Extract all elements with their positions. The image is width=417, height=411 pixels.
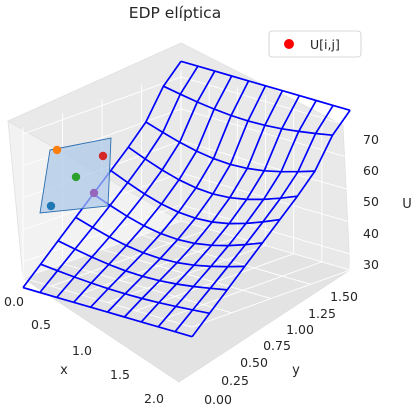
grid-point (46, 201, 56, 211)
legend-marker (284, 39, 294, 49)
surface-wireframe (22, 60, 351, 338)
y-axis-label: y (292, 363, 300, 378)
z-tick-label: 60 (363, 163, 379, 178)
grid-point (71, 172, 81, 182)
wire-line-x (163, 85, 333, 137)
wire-line-y (123, 90, 284, 318)
wire-line-x (110, 169, 280, 225)
x-axis-label: x (60, 363, 68, 378)
wire-line-y (140, 95, 301, 323)
grid-point (98, 151, 108, 161)
y-tick-label: 1.25 (308, 306, 336, 321)
legend-label: U[i,j] (310, 37, 340, 52)
y-tick-label: 0.50 (240, 355, 268, 370)
wire-line-y (89, 80, 250, 308)
wire-line-y (39, 65, 199, 294)
z-tick-label: 70 (363, 132, 379, 147)
y-tick-label: 1.50 (330, 289, 358, 304)
wire-line-x (92, 193, 263, 247)
wire-line-y (106, 85, 267, 313)
z-tick-label: 40 (363, 226, 379, 241)
z-axis-label: U (402, 197, 412, 212)
wire-line-x (22, 286, 193, 338)
chart-title: EDP elíptica (129, 4, 221, 22)
wire-line-x (127, 146, 298, 201)
x-tick-label: 0.0 (4, 294, 24, 309)
wire-line-x (180, 60, 351, 112)
z-tick-label: 30 (363, 257, 379, 272)
grid-line-y (51, 228, 210, 287)
x-tick-label: 2.0 (144, 391, 164, 406)
wire-line-y (191, 109, 351, 338)
wire-line-y (56, 70, 216, 298)
wire-line-x (40, 263, 210, 315)
grid-line-z (22, 76, 351, 135)
grid-point (89, 188, 99, 198)
legend: U[i,j] (268, 30, 362, 58)
wire-line-x (57, 240, 228, 291)
grid-point (52, 145, 62, 155)
y-tick-label: 0.00 (204, 392, 232, 407)
x-tick-label: 0.5 (31, 317, 51, 332)
wire-line-y (157, 100, 317, 328)
y-tick-label: 0.25 (221, 373, 249, 388)
x-tick-label: 1.0 (72, 343, 92, 358)
grid-line-y (191, 269, 351, 328)
x-tick-label: 1.5 (110, 367, 130, 382)
y-tick-label: 1.00 (286, 322, 314, 337)
wire-line-x (145, 121, 315, 173)
grid-points (46, 145, 108, 211)
axis-ticks: 0.0 0.5 1.0 1.5 2.0 0.00 0.25 0.50 0.751.001.25 1… (4, 132, 379, 407)
wire-line-x (75, 216, 245, 268)
wire-line-y (174, 104, 334, 333)
wire-line-y (73, 75, 233, 303)
pane-back (7, 42, 351, 271)
grid-line-z (22, 204, 351, 263)
y-tick-label: 0.75 (263, 338, 291, 353)
legend-box (268, 30, 362, 58)
grid-line-z (22, 172, 351, 231)
z-tick-label: 50 (363, 194, 379, 209)
